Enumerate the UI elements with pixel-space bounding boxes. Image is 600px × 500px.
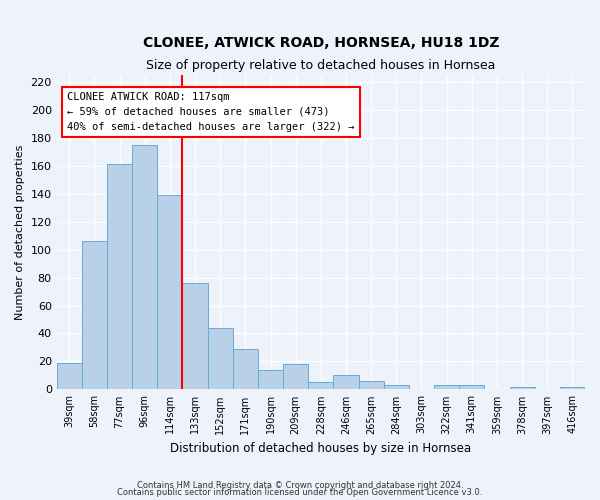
Title: Size of property relative to detached houses in Hornsea: Size of property relative to detached ho… bbox=[146, 59, 496, 72]
Text: CLONEE, ATWICK ROAD, HORNSEA, HU18 1DZ: CLONEE, ATWICK ROAD, HORNSEA, HU18 1DZ bbox=[143, 36, 499, 50]
Text: Contains public sector information licensed under the Open Government Licence v3: Contains public sector information licen… bbox=[118, 488, 482, 497]
Text: CLONEE ATWICK ROAD: 117sqm
← 59% of detached houses are smaller (473)
40% of sem: CLONEE ATWICK ROAD: 117sqm ← 59% of deta… bbox=[67, 92, 355, 132]
Bar bbox=[182, 283, 208, 390]
Bar bbox=[208, 328, 233, 390]
Bar bbox=[258, 370, 283, 390]
Text: Contains HM Land Registry data © Crown copyright and database right 2024.: Contains HM Land Registry data © Crown c… bbox=[137, 480, 463, 490]
Bar bbox=[359, 381, 384, 390]
Bar bbox=[56, 363, 82, 390]
Y-axis label: Number of detached properties: Number of detached properties bbox=[15, 144, 25, 320]
Bar bbox=[334, 376, 359, 390]
Bar bbox=[560, 386, 585, 390]
Bar bbox=[434, 385, 459, 390]
Bar bbox=[132, 144, 157, 390]
Bar bbox=[509, 386, 535, 390]
Bar bbox=[107, 164, 132, 390]
Bar bbox=[233, 349, 258, 390]
X-axis label: Distribution of detached houses by size in Hornsea: Distribution of detached houses by size … bbox=[170, 442, 472, 455]
Bar bbox=[384, 385, 409, 390]
Bar bbox=[283, 364, 308, 390]
Bar bbox=[82, 241, 107, 390]
Bar bbox=[308, 382, 334, 390]
Bar bbox=[459, 385, 484, 390]
Bar bbox=[157, 195, 182, 390]
